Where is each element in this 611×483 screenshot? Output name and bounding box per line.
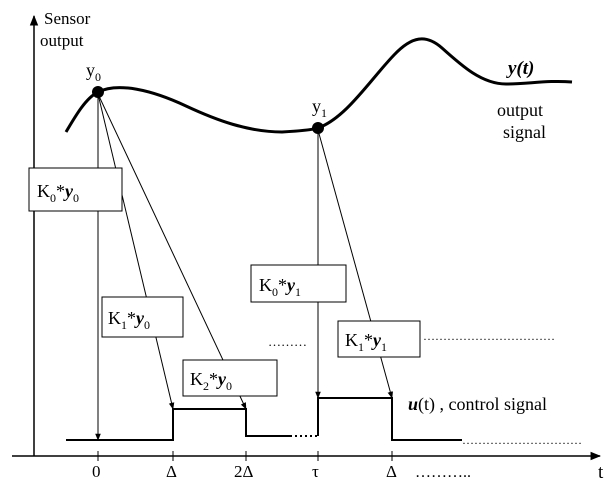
svg-text:K2*y0: K2*y0 <box>190 369 232 393</box>
box-k2-y0: K2*y0 <box>182 359 278 397</box>
tick-label-0: 0 <box>92 462 101 481</box>
control-signal-label: u(t) , control signal <box>408 394 547 415</box>
point-y1-label: y1 <box>312 96 327 120</box>
box-k1-y1: K1*y1 <box>337 320 421 358</box>
point-y0 <box>92 86 104 98</box>
x-axis-label: t <box>598 462 604 483</box>
point-y0-label: y0 <box>86 60 101 84</box>
point-y1 <box>312 122 324 134</box>
tick-label-tau: τ <box>312 462 319 481</box>
svg-text:K0*y0: K0*y0 <box>37 181 79 205</box>
control-signal-dots: ………………………… <box>462 433 582 447</box>
control-signal-steps <box>66 397 462 441</box>
output-signal-desc-line2: signal <box>503 122 546 142</box>
y-axis-label-line2: output <box>40 31 84 50</box>
tick-label-delta-2: Δ <box>386 462 397 481</box>
y-axis-label-line1: Sensor <box>44 9 91 28</box>
box-k0-y0: K0*y0 <box>28 167 123 212</box>
tick-label-dots: ……….. <box>415 464 471 481</box>
right-box-dots: …………………………… <box>423 329 555 343</box>
svg-text:K1*y1: K1*y1 <box>345 330 387 354</box>
x-ticks <box>97 451 393 461</box>
tick-label-2delta: 2Δ <box>234 462 254 481</box>
output-signal-desc-line1: output <box>497 100 543 120</box>
tick-label-delta: Δ <box>166 462 177 481</box>
svg-text:K0*y1: K0*y1 <box>259 275 301 299</box>
output-signal-name: y(t) <box>506 58 534 79</box>
box-k1-y0: K1*y0 <box>101 296 184 338</box>
box-k0-y1: K0*y1 <box>250 264 347 303</box>
svg-text:K1*y0: K1*y0 <box>108 308 150 332</box>
middle-dots: ……… <box>268 334 307 349</box>
